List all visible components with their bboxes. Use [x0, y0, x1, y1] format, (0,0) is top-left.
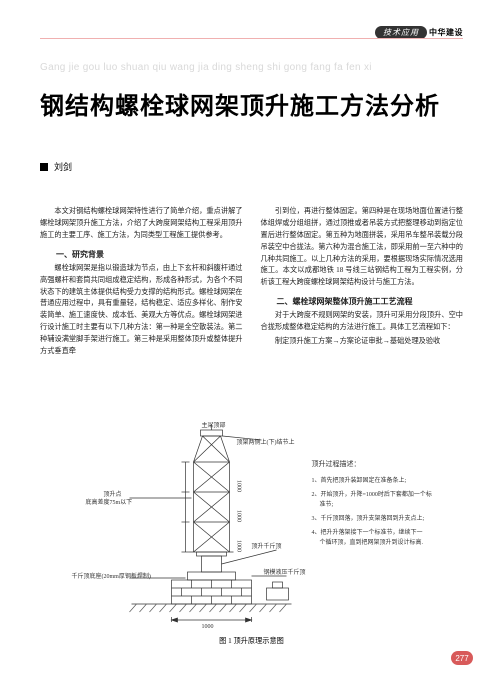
- fig-label-mainbeam: 主梁顶部: [202, 422, 226, 429]
- fig-label-subnote: 顶架两侧上(下)结节上: [237, 438, 295, 446]
- fig-step1: 1、首先把顶升装卸固定在准备条上;: [312, 476, 407, 484]
- author-row: 刘剑: [40, 160, 72, 173]
- fig-label-height: 底高差度75m以下: [86, 498, 133, 506]
- article-title: 钢结构螺栓球网架顶升施工方法分析: [40, 92, 463, 122]
- header-publication: 中华建设: [429, 27, 463, 38]
- fig-label-pump: 钢模液压千斤顶: [264, 568, 306, 576]
- column-left: 本文对钢结构螺栓球网架特性进行了简单介绍，重点讲解了螺栓球网架顶升施工方法，介绍…: [40, 206, 243, 360]
- body-columns: 本文对钢结构螺栓球网架特性进行了简单介绍，重点讲解了螺栓球网架顶升施工方法，介绍…: [40, 206, 463, 360]
- figure-1: 主梁顶部 顶架两侧上(下)结节上 1000 1000 1000 顶升点 底高差度…: [40, 422, 463, 646]
- header-rule: [40, 38, 463, 39]
- figure-caption: 图 1 顶升原理示意图: [219, 636, 284, 646]
- paragraph-3: 对于大跨度不规则网架的安装，顶升可采用分段顶升、空中合拢形成整体稳定结构的方法进…: [261, 310, 464, 334]
- fig-step2-b: 准节;: [320, 500, 334, 508]
- paragraph-4: 制定顶升施工方案→方案论证审批→基础处理及验收: [261, 336, 464, 348]
- fig-dim-h: 1000: [202, 624, 214, 630]
- author-mark-icon: [40, 163, 48, 171]
- fig-dim-v3: 1000: [236, 540, 242, 552]
- fig-dim-v1: 1000: [236, 480, 242, 492]
- author-name: 刘剑: [54, 160, 72, 173]
- paragraph-1: 螺栓球网架是指以锻造球为节点，由上下玄杆和斜腹杆通过高强螺杆和套筒共同组成稳定结…: [40, 263, 243, 358]
- fig-process-title: 顶升过程描述：: [312, 459, 361, 468]
- fig-label-jack: 千斤顶底座(20mm厚钢板焊制): [72, 572, 151, 580]
- fig-label-liftpt: 顶升点: [104, 490, 122, 498]
- section-heading-1: 一、研究背景: [40, 248, 243, 261]
- intro-paragraph: 本文对钢结构螺栓球网架特性进行了简单介绍，重点讲解了螺栓球网架顶升施工方法，介绍…: [40, 206, 243, 242]
- fig-step4-a: 4、把升升落架接下一个标准节，继续下一: [312, 528, 423, 536]
- column-right: 引到位，再进行整体固定。第四种是在现场地面位置进行整体组焊或分组组拼，通过顶推或…: [261, 206, 464, 360]
- fig-label-jackpt: 顶升千斤顶: [252, 542, 282, 550]
- section-heading-2: 二、螺栓球网架整体顶升施工工艺流程: [261, 295, 464, 308]
- figure-svg: 主梁顶部 顶架两侧上(下)结节上 1000 1000 1000 顶升点 底高差度…: [40, 422, 463, 632]
- page-number-badge: 277: [451, 651, 473, 665]
- fig-step2-a: 2、开始顶升，升降=1000时后下套都加一个标: [312, 490, 432, 498]
- fig-step3: 3、千斤顶回落，顶升支架落回到升支点上;: [312, 514, 425, 522]
- paragraph-2: 引到位，再进行整体固定。第四种是在现场地面位置进行整体组焊或分组组拼，通过顶推或…: [261, 206, 464, 289]
- fig-dim-v2: 1000: [236, 510, 242, 522]
- fig-step4-b: 个循环顶，直到把网架顶升到设计标高.: [320, 538, 424, 546]
- pinyin-subtitle: Gang jie gou luo shuan qiu wang jia ding…: [40, 62, 372, 73]
